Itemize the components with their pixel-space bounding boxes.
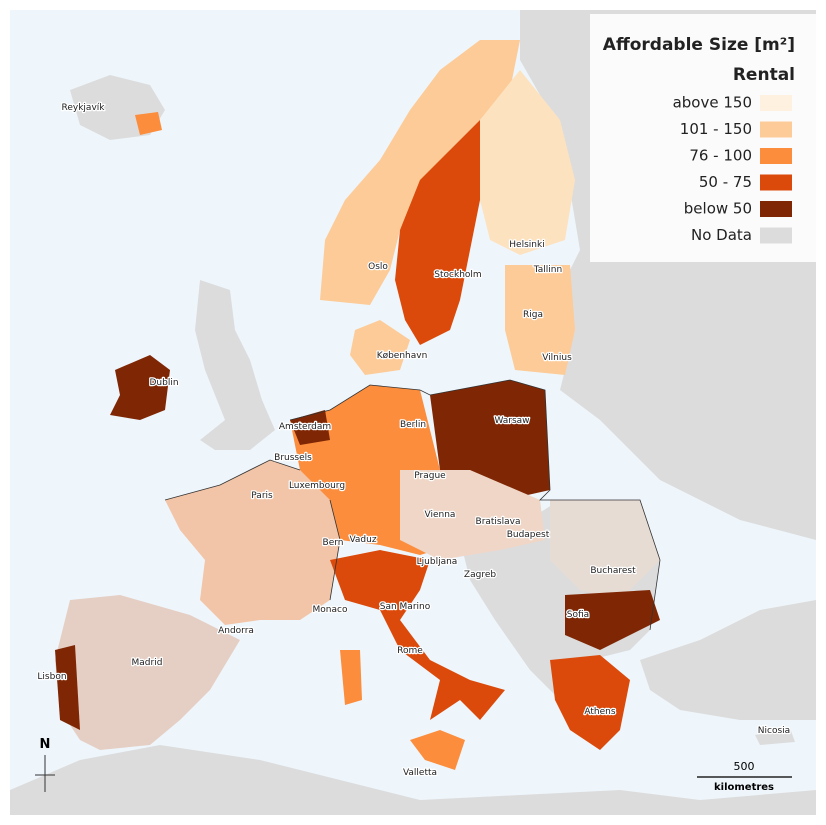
non-eu-land <box>195 280 275 450</box>
legend-items: above 150 101 - 150 76 - 100 50 - 75 below 5… <box>673 94 792 244</box>
city-label: Lisbon <box>37 672 66 682</box>
city-label: Amsterdam <box>279 422 331 432</box>
region <box>350 320 410 375</box>
city-label: Athens <box>584 707 615 717</box>
region <box>395 120 500 345</box>
city-label: Luxembourg <box>289 481 345 491</box>
region <box>340 650 362 705</box>
region <box>410 730 465 770</box>
region <box>110 355 170 420</box>
city-label: Madrid <box>132 658 163 668</box>
legend-swatch <box>760 201 792 217</box>
city-label: Berlin <box>400 420 426 430</box>
city-label: Oslo <box>368 262 388 272</box>
city-label: Zagreb <box>464 570 496 580</box>
non-eu-land <box>10 745 816 815</box>
north-label: N <box>40 737 51 752</box>
legend-label: 50 - 75 <box>699 173 752 191</box>
border <box>164 379 661 631</box>
city-label: Rome <box>397 646 423 656</box>
legend-panel <box>590 14 816 262</box>
city-label: Budapest <box>507 530 550 540</box>
legend-title: Affordable Size [m²] <box>603 35 795 55</box>
region <box>165 460 340 625</box>
legend-label: No Data <box>691 226 752 244</box>
city-label: Warsaw <box>494 416 529 426</box>
region <box>550 655 630 750</box>
region <box>135 112 162 135</box>
legend-swatch <box>760 95 792 111</box>
region <box>320 40 520 305</box>
city-label: Bern <box>323 538 344 548</box>
region <box>505 265 575 375</box>
city-label: Reykjavík <box>62 103 106 113</box>
city-label: Andorra <box>218 626 254 636</box>
city-label: Dublin <box>149 378 178 388</box>
city-label: Riga <box>523 310 543 320</box>
region <box>55 645 80 730</box>
city-label: Paris <box>251 491 273 501</box>
legend-label: below 50 <box>684 200 752 218</box>
city-label: København <box>377 351 428 361</box>
city-label: Vilnius <box>542 353 572 363</box>
scale-distance: 500 <box>734 760 755 773</box>
legend-swatch <box>760 148 792 164</box>
region <box>480 70 575 255</box>
region <box>400 470 545 560</box>
non-eu-land <box>640 600 816 720</box>
city-label: Ljubljana <box>417 557 458 567</box>
legend-label: 76 - 100 <box>689 147 752 165</box>
cyprus <box>755 728 795 745</box>
city-label: San Marino <box>380 602 431 612</box>
city-label: Nicosia <box>758 726 790 736</box>
city-label: Tallinn <box>533 265 562 275</box>
legend-swatch <box>760 121 792 138</box>
region <box>55 595 240 750</box>
legend-subtitle: Rental <box>733 65 795 85</box>
region <box>550 500 660 600</box>
city-label: Bratislava <box>476 517 521 527</box>
region <box>290 410 330 445</box>
scale-unit: kilometres <box>714 782 774 793</box>
legend-label: above 150 <box>673 94 752 112</box>
city-label: Vienna <box>425 510 456 520</box>
city-label: Valletta <box>403 768 437 778</box>
city-label: Monaco <box>313 605 348 615</box>
region <box>565 590 660 650</box>
city-label: Helsinki <box>509 240 544 250</box>
city-label: Stockholm <box>434 270 481 280</box>
legend-swatch <box>760 174 792 191</box>
city-label: Vaduz <box>349 535 376 545</box>
legend-swatch <box>760 227 792 244</box>
city-labels: Reykjavík Oslo Stockholm Helsinki Tallinn Rig… <box>36 102 791 780</box>
city-label: Brussels <box>274 453 312 463</box>
legend-label: 101 - 150 <box>680 120 752 138</box>
region <box>330 550 505 720</box>
city-label: Sofia <box>567 610 589 620</box>
city-label: Prague <box>414 471 446 481</box>
city-label: Bucharest <box>590 566 636 576</box>
